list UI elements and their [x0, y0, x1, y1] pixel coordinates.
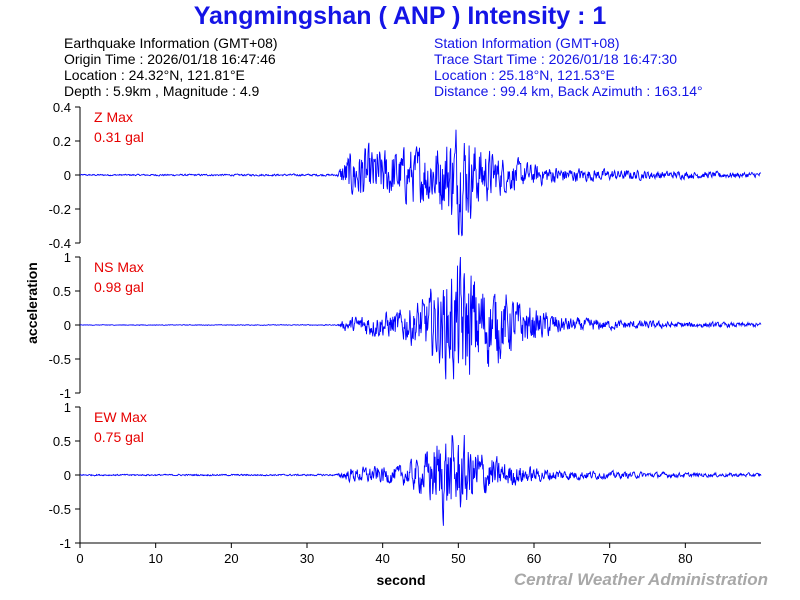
ns-max-label: NS Max [94, 259, 144, 275]
z-ytick-label: -0.4 [49, 236, 71, 251]
z-ytick-label: 0 [64, 168, 71, 183]
ew-ytick-label: 0 [64, 468, 71, 483]
chart-title: Yangmingshan ( ANP ) Intensity : 1 [193, 2, 607, 30]
origin-time: Origin Time : 2026/01/18 16:47:46 [64, 51, 276, 67]
distance-azimuth: Distance : 99.4 km, Back Azimuth : 163.1… [434, 83, 703, 99]
z-max-label: Z Max [94, 109, 133, 125]
ew-max-value: 0.75 gal [94, 429, 144, 445]
station-info: Station Information (GMT+08) Trace Start… [434, 35, 703, 99]
xtick-label: 10 [148, 551, 162, 566]
z-ytick-label: 0.4 [53, 100, 71, 115]
ns-ytick-label: 0.5 [53, 284, 71, 299]
ew-ytick-label: -1 [59, 536, 71, 551]
ns-waveform [79, 256, 762, 380]
ew-waveform [79, 434, 762, 526]
earthquake-info-header: Earthquake Information (GMT+08) [64, 35, 278, 51]
xtick-label: 30 [300, 551, 314, 566]
epicenter-location: Location : 24.32°N, 121.81°E [64, 67, 245, 83]
ns-ytick-label: -1 [59, 386, 71, 401]
xtick-label: 60 [527, 551, 541, 566]
earthquake-info: Earthquake Information (GMT+08) Origin T… [64, 35, 278, 99]
ew-ytick-label: -0.5 [49, 502, 71, 517]
z-ytick-label: 0.2 [53, 134, 71, 149]
station-location: Location : 25.18°N, 121.53°E [434, 67, 615, 83]
ew-ytick-label: 0.5 [53, 434, 71, 449]
agency-credit: Central Weather Administration [513, 570, 768, 589]
z-ytick-label: -0.2 [49, 202, 71, 217]
station-info-header: Station Information (GMT+08) [434, 35, 620, 51]
ew-max-label: EW Max [94, 409, 147, 425]
ns-max-value: 0.98 gal [94, 279, 144, 295]
xtick-label: 80 [678, 551, 692, 566]
xtick-label: 50 [451, 551, 465, 566]
z-max-value: 0.31 gal [94, 129, 144, 145]
xtick-label: 20 [224, 551, 238, 566]
xtick-label: 70 [602, 551, 616, 566]
x-axis-label: second [376, 572, 426, 588]
xtick-label: 0 [76, 551, 83, 566]
ns-ytick-label: 0 [64, 318, 71, 333]
trace-start-time: Trace Start Time : 2026/01/18 16:47:30 [434, 51, 678, 67]
depth-magnitude: Depth : 5.9km , Magnitude : 4.9 [64, 83, 260, 99]
ns-ytick-label: 1 [64, 250, 71, 265]
xtick-label: 40 [375, 551, 389, 566]
z-waveform [79, 129, 762, 237]
ns-ytick-label: -0.5 [49, 352, 71, 367]
ew-ytick-label: 1 [64, 400, 71, 415]
